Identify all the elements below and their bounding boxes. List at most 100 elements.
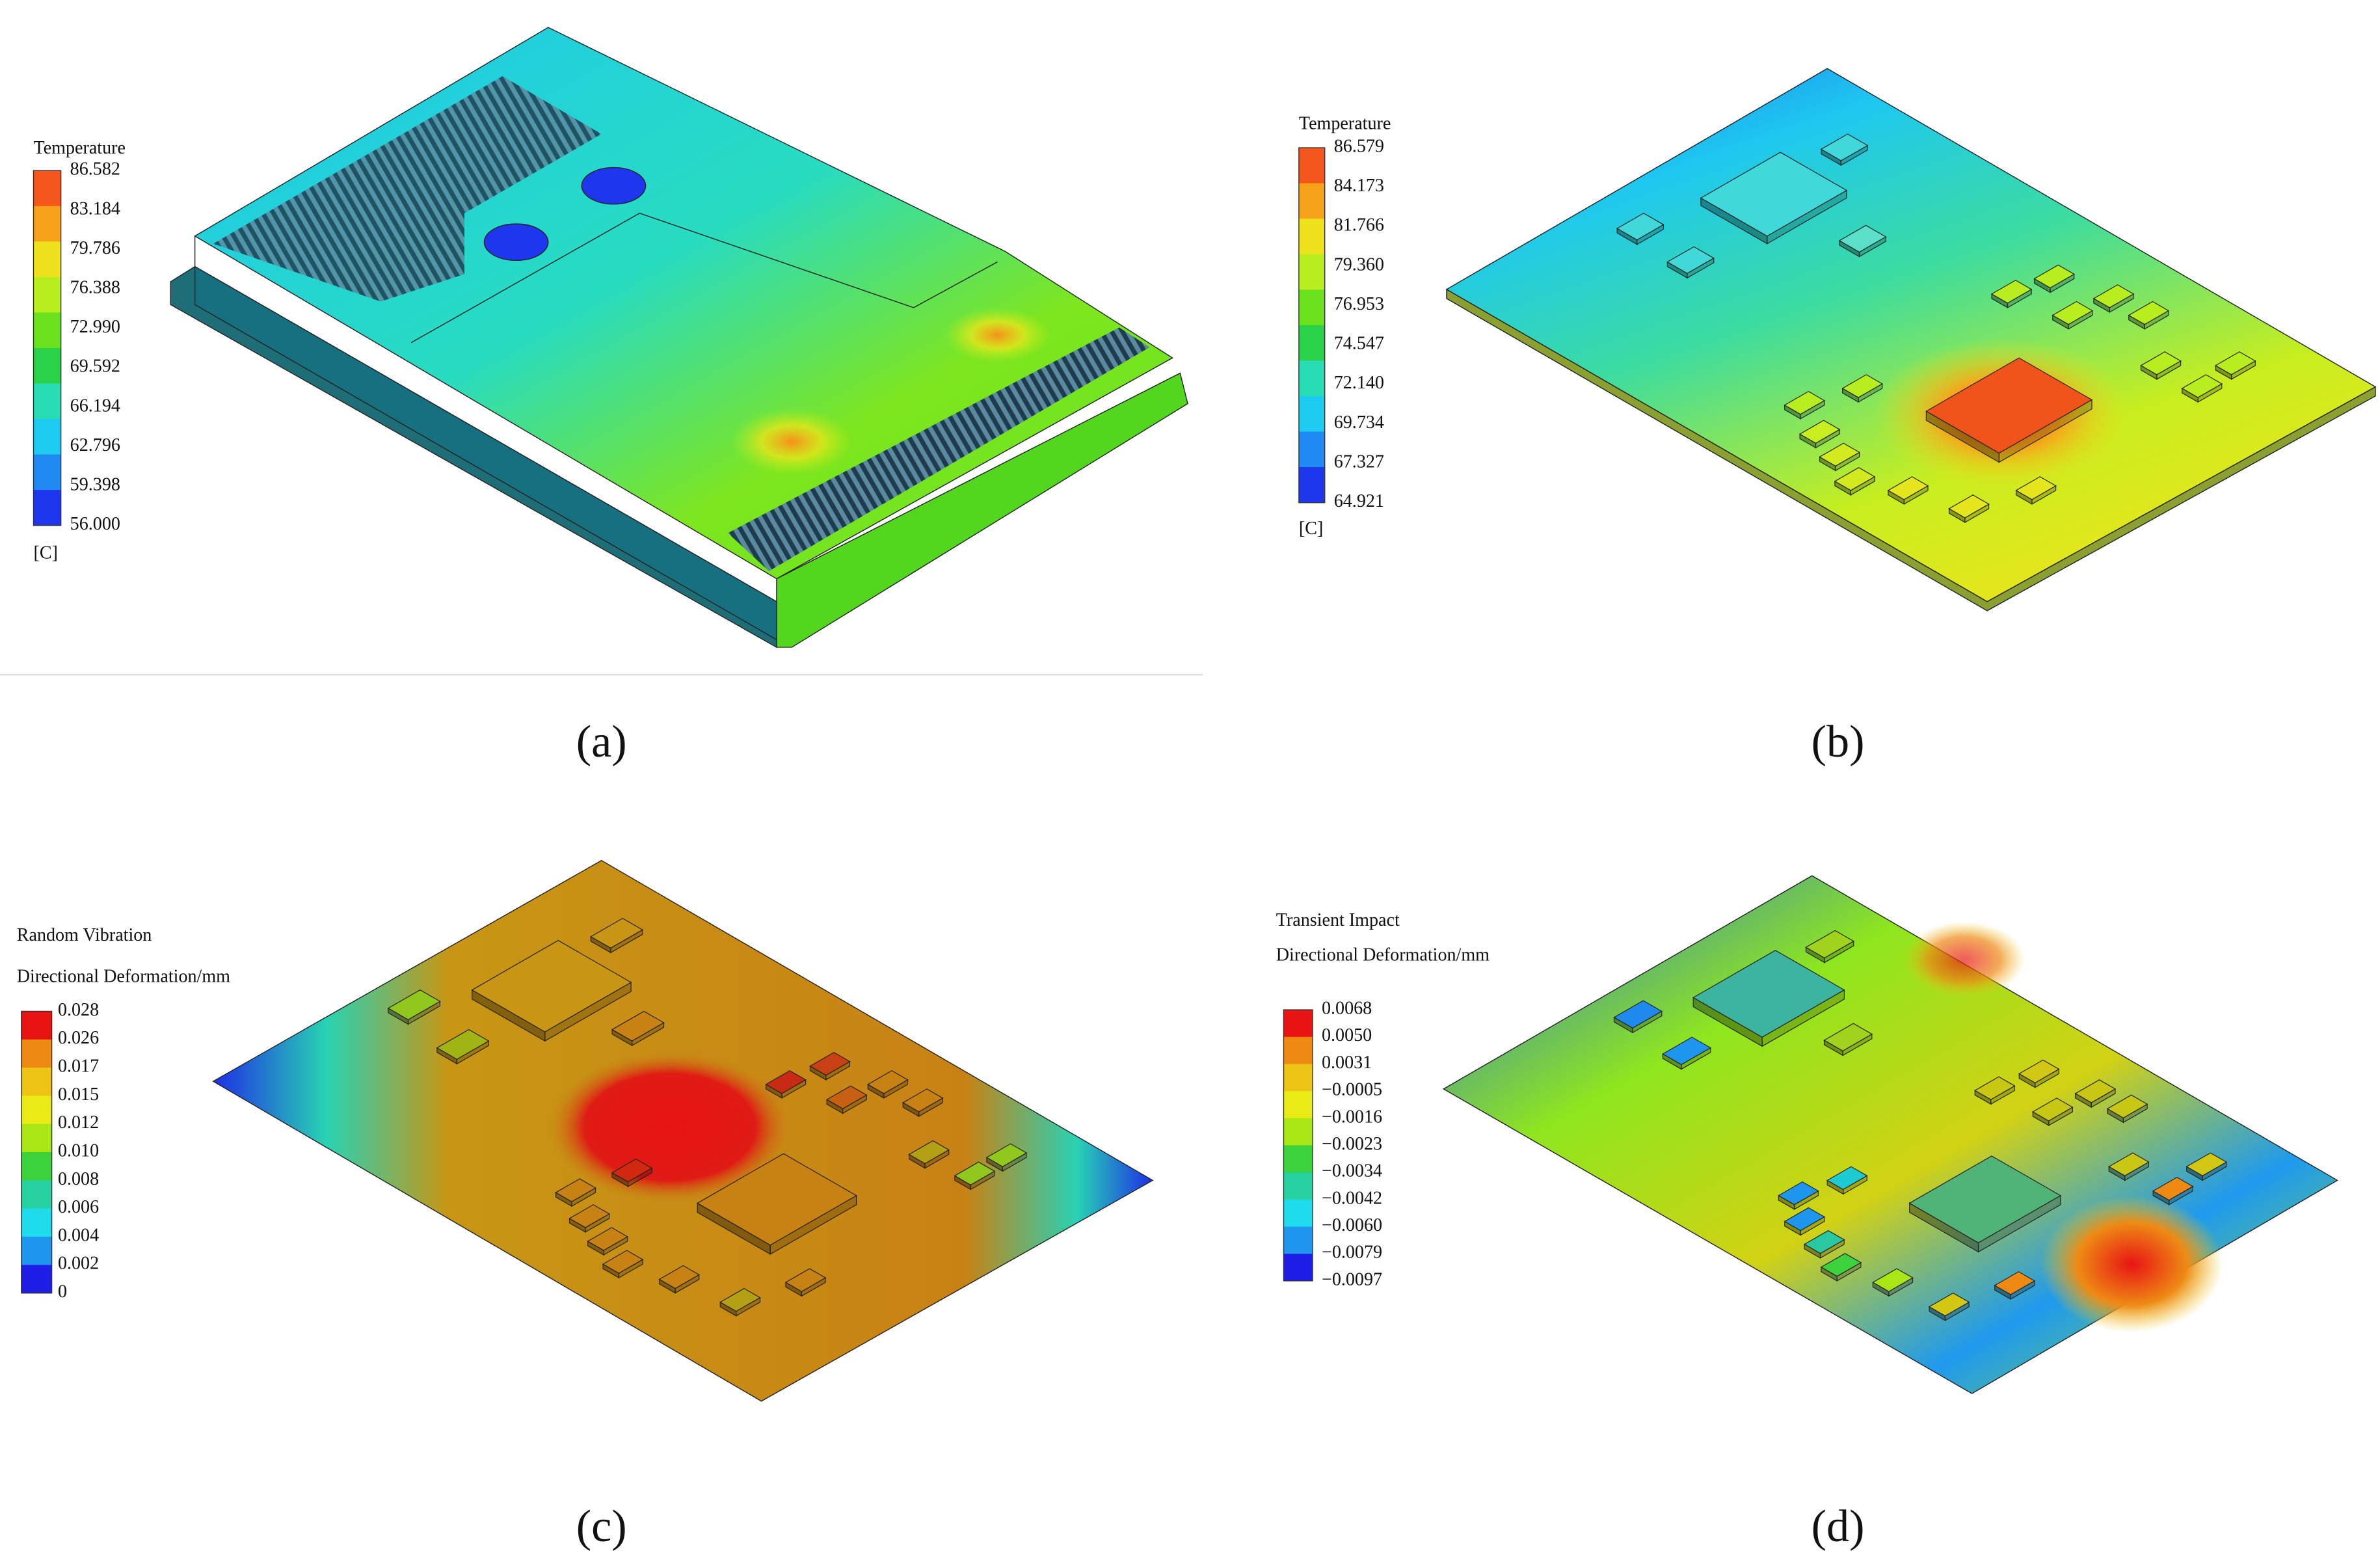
- chip-top: [1662, 1036, 1711, 1066]
- chip-top: [2108, 1152, 2150, 1176]
- chip-top: [2128, 301, 2170, 325]
- legend-swatch: [1283, 1145, 1313, 1173]
- chip-top: [1798, 420, 1841, 444]
- chip-top: [2032, 1097, 2074, 1122]
- legend-swatch: [1298, 325, 1325, 362]
- chip-top: [2052, 301, 2093, 325]
- legend-frame: [1298, 147, 1326, 504]
- legend-swatch: [1298, 148, 1325, 184]
- chip-top: [1908, 1155, 2061, 1243]
- panel-a-render: [0, 27, 1203, 676]
- chip-top: [2181, 374, 2223, 398]
- legend-swatch: [21, 1124, 52, 1153]
- chip-top: [1990, 280, 2033, 304]
- chip-top: [1700, 152, 1848, 237]
- legend: Temperature 86.579 84.173 81.766 79.360 76.95…: [1298, 113, 1865, 767]
- chip-top: [1823, 1023, 1873, 1052]
- legend-label: 84.173: [1334, 176, 1384, 196]
- legend-label: 81.766: [1334, 215, 1384, 236]
- legend-swatch: [1298, 183, 1325, 219]
- legend-swatch: [1283, 1064, 1313, 1092]
- chip-top: [1994, 1271, 2035, 1295]
- legend-label: 86.582: [70, 159, 120, 180]
- chip-top: [1841, 374, 1883, 398]
- legend-label: 66.194: [70, 396, 120, 416]
- legend-unit: [C]: [34, 543, 58, 563]
- legend-label: −0.0042: [1322, 1188, 1382, 1208]
- legend-title: Directional Deformation/mm: [17, 966, 230, 986]
- legend-swatch: [1298, 254, 1325, 290]
- chip-top: [1820, 1253, 1862, 1277]
- legend-frame: [1283, 1009, 1313, 1282]
- legend-label: −0.0079: [1322, 1243, 1382, 1263]
- legend-swatch: [1298, 290, 1325, 326]
- legend-swatch: [33, 206, 61, 242]
- legend-label: 0.028: [58, 1000, 99, 1020]
- legend-swatch: [33, 419, 61, 455]
- chip-top: [1838, 224, 1887, 253]
- chip-top: [1834, 467, 1876, 491]
- legend-label: −0.0023: [1322, 1134, 1382, 1154]
- chip-top: [825, 1085, 868, 1109]
- legend: Random Vibration Directional Deformation/…: [17, 925, 627, 1552]
- legend-title: Temperature: [1299, 113, 1391, 133]
- chip-top: [2093, 284, 2135, 308]
- legend-label: 0: [58, 1282, 67, 1302]
- legend-swatch: [21, 1265, 52, 1294]
- legend-swatch: [1283, 1036, 1313, 1065]
- chip-top: [765, 1070, 807, 1094]
- chip-top: [602, 1250, 644, 1274]
- legend-swatch: [21, 1068, 52, 1097]
- legend-swatch: [33, 276, 61, 314]
- legend-label: −0.0097: [1322, 1269, 1382, 1289]
- legend-swatch: [1298, 431, 1325, 468]
- chip-top: [611, 1010, 665, 1042]
- chip-top: [1819, 442, 1860, 467]
- chip-top: [590, 917, 643, 949]
- chip-top: [1820, 133, 1869, 161]
- chip-top: [2140, 351, 2182, 375]
- chip-top: [2074, 1079, 2117, 1103]
- legend-label: −0.0016: [1322, 1107, 1382, 1127]
- chip-top: [387, 990, 441, 1021]
- legend-swatch: [1298, 219, 1325, 255]
- legend-label: 0.004: [58, 1225, 99, 1245]
- legend-label: 72.990: [70, 317, 120, 337]
- legend-label: 0.026: [58, 1028, 99, 1048]
- legend-label: 64.921: [1334, 491, 1384, 511]
- legend-swatch: [33, 170, 61, 207]
- legend-swatch: [21, 1208, 52, 1237]
- legend-swatch: [33, 383, 61, 420]
- chip-top: [436, 1029, 490, 1060]
- caption: (d): [1812, 1501, 1865, 1552]
- chip-top: [1784, 1207, 1825, 1232]
- chip-top: [2214, 351, 2256, 375]
- legend-swatch: [21, 1236, 52, 1265]
- panel-b-render: [1445, 68, 2377, 612]
- legend-label: 69.734: [1334, 412, 1384, 433]
- legends: Temperature86.58283.18479.78676.38872.99…: [17, 113, 1865, 1551]
- legend-swatch: [33, 490, 61, 526]
- chip-top: [1616, 213, 1665, 241]
- chip-top: [1872, 1268, 1914, 1292]
- chip-top: [1803, 1230, 1845, 1254]
- chip-top: [1928, 1292, 1970, 1317]
- legend-swatch: [33, 241, 61, 278]
- legend-swatch: [1283, 1226, 1313, 1254]
- legend-title: Transient Impact: [1276, 910, 1400, 930]
- chip-top: [611, 1158, 653, 1183]
- chip-top: [1925, 357, 2093, 454]
- legend-label: 83.184: [70, 198, 120, 219]
- chip-top: [1784, 390, 1825, 415]
- chip-top: [1887, 476, 1929, 500]
- legend-swatch: [1283, 1010, 1313, 1038]
- legend-label: 0.015: [58, 1084, 99, 1105]
- legend-label: 59.398: [70, 475, 120, 495]
- legend-label: 72.140: [1334, 373, 1384, 393]
- chip-top: [658, 1265, 700, 1289]
- legend-label: 76.388: [70, 277, 120, 297]
- chip-top: [1613, 1000, 1663, 1029]
- legend-label: 69.592: [70, 357, 120, 377]
